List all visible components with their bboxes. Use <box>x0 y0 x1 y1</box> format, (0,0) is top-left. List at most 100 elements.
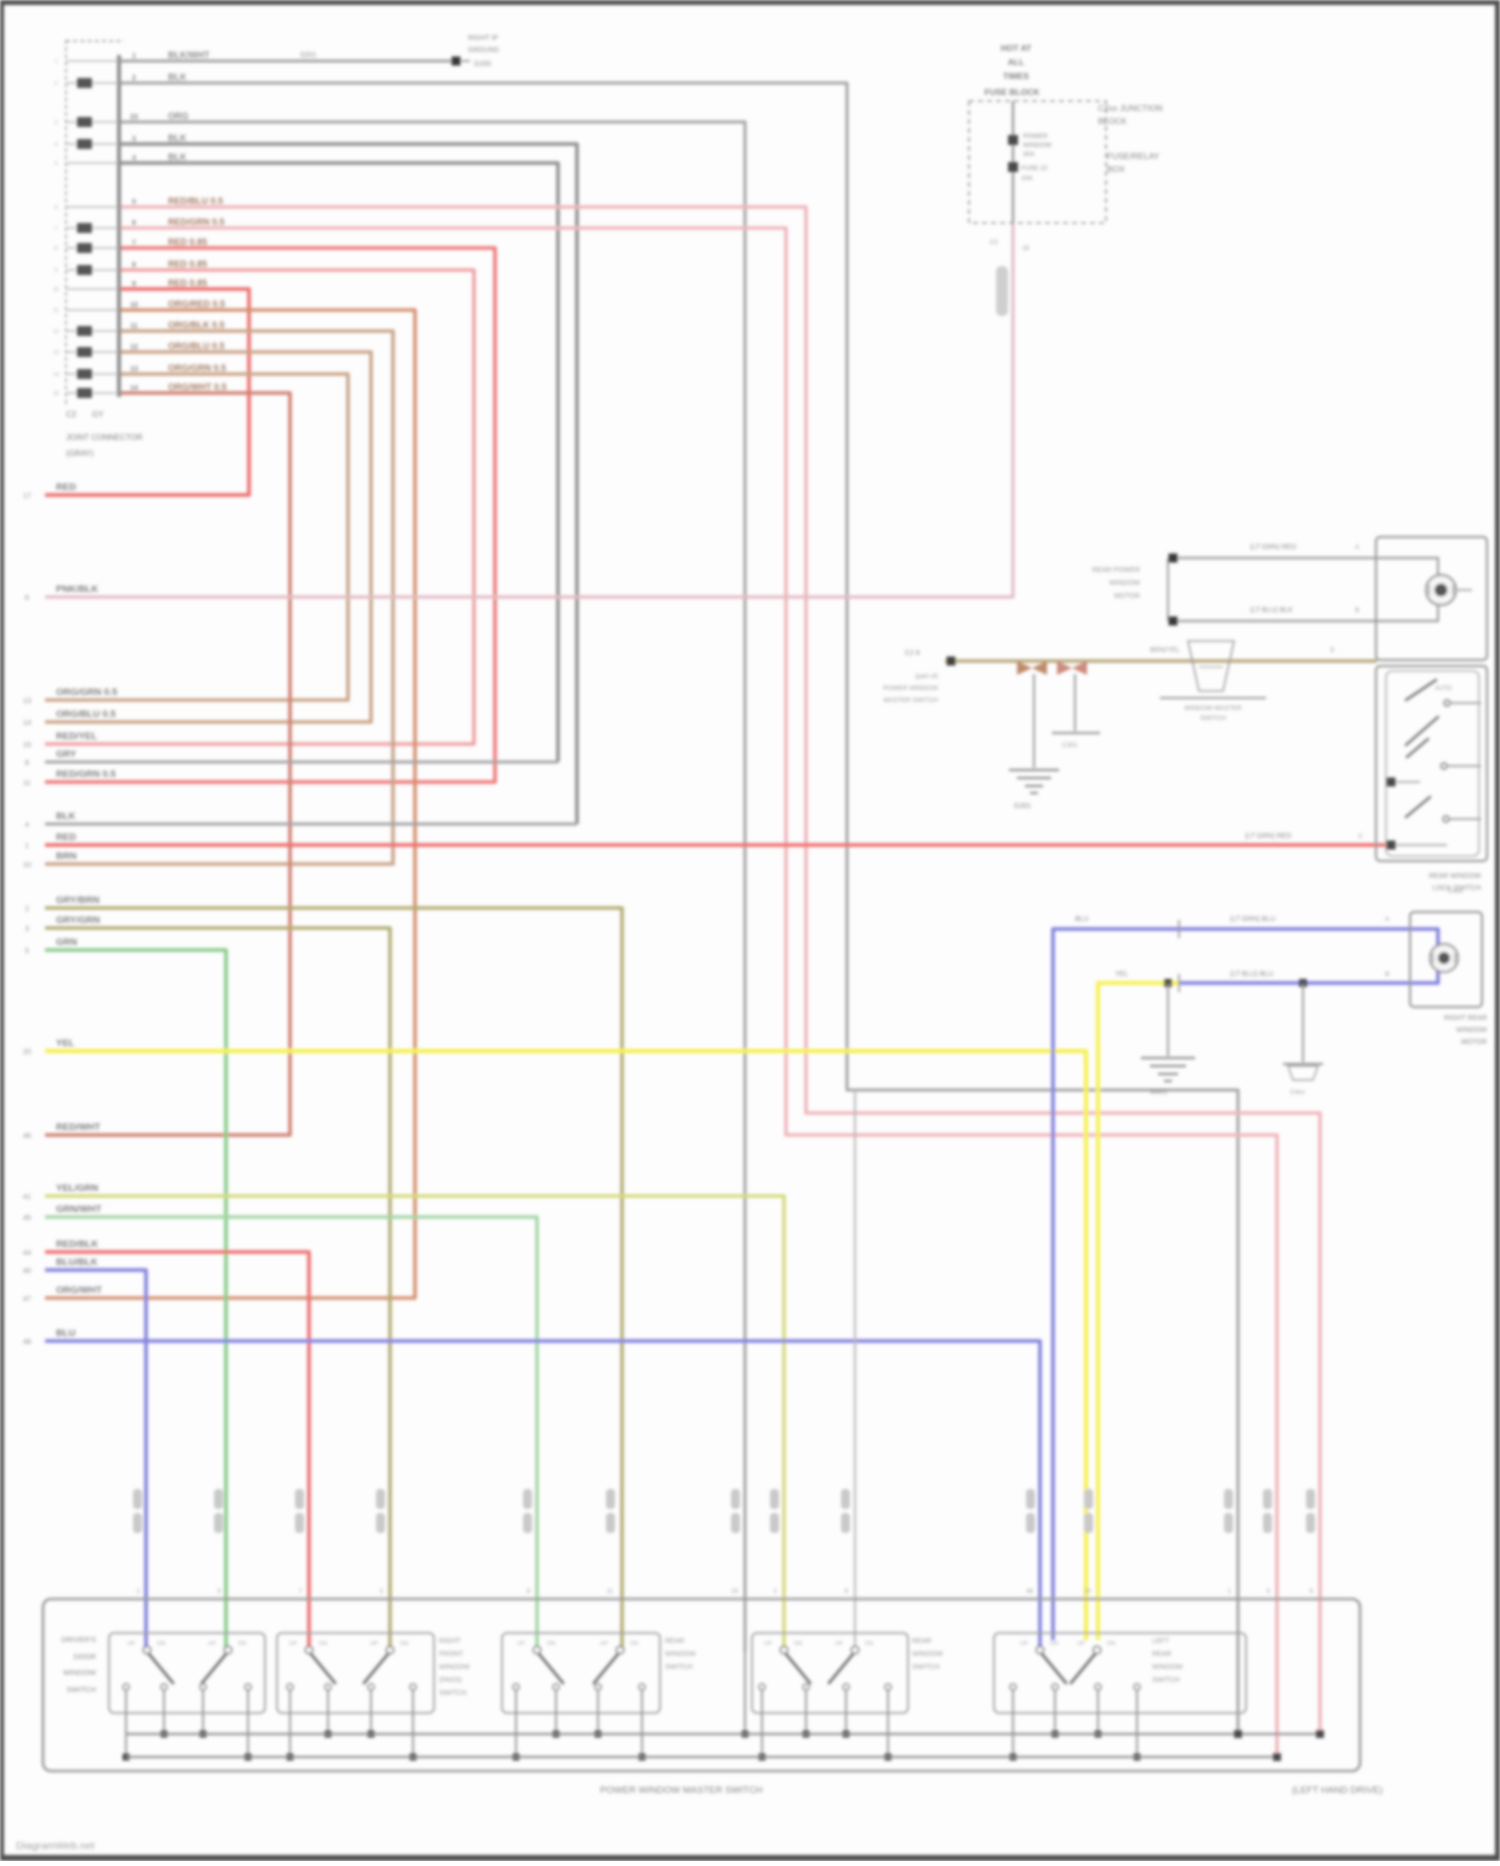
svg-text:RED 0.85: RED 0.85 <box>168 259 207 269</box>
svg-text:5: 5 <box>218 1589 222 1595</box>
svg-text:(GRAY): (GRAY) <box>66 449 94 458</box>
svg-text:RED/BLK: RED/BLK <box>56 1239 98 1250</box>
svg-text:(part of): (part of) <box>915 673 938 680</box>
svg-text:WINDOW: WINDOW <box>1109 580 1140 587</box>
svg-text:WINDOW MASTER: WINDOW MASTER <box>1184 705 1242 712</box>
svg-text:RED 0.85: RED 0.85 <box>168 278 207 288</box>
svg-text:SWITCH: SWITCH <box>912 1664 940 1671</box>
svg-text:G200: G200 <box>474 61 491 68</box>
svg-text:BLK: BLK <box>168 72 187 82</box>
svg-text:UP: UP <box>1077 1641 1085 1647</box>
svg-text:6: 6 <box>132 220 136 227</box>
svg-text:WINDOW: WINDOW <box>1152 1664 1183 1671</box>
svg-text:6: 6 <box>25 593 29 602</box>
svg-text:JOINT CONNECTOR: JOINT CONNECTOR <box>66 433 143 442</box>
svg-text:10: 10 <box>53 287 59 293</box>
svg-text:C: C <box>1358 833 1363 840</box>
svg-text:13: 13 <box>23 696 31 705</box>
svg-text:(LEFT HAND DRIVE): (LEFT HAND DRIVE) <box>1292 1785 1383 1796</box>
svg-text:DN: DN <box>547 1641 555 1647</box>
svg-text:C301: C301 <box>1062 742 1078 749</box>
svg-text:RED 0.85: RED 0.85 <box>168 237 207 247</box>
svg-text:BLU: BLU <box>1075 916 1089 923</box>
svg-text:B: B <box>1355 607 1359 614</box>
svg-text:C2xx JUNCTION: C2xx JUNCTION <box>1098 103 1163 113</box>
svg-text:RED/GRN 0.5: RED/GRN 0.5 <box>168 217 225 227</box>
svg-text:2: 2 <box>25 904 29 913</box>
svg-text:RIGHT IP: RIGHT IP <box>468 35 499 42</box>
svg-text:48: 48 <box>1026 1589 1033 1595</box>
svg-text:BRN: BRN <box>56 851 77 862</box>
svg-text:ALL: ALL <box>1008 57 1025 67</box>
svg-text:UP: UP <box>208 1641 216 1647</box>
svg-text:2: 2 <box>132 75 136 82</box>
svg-text:ORG/GRN 0.5: ORG/GRN 0.5 <box>56 687 118 698</box>
svg-text:3: 3 <box>1330 647 1334 654</box>
svg-text:LOCK SWITCH: LOCK SWITCH <box>1432 885 1481 892</box>
svg-text:RIGHT: RIGHT <box>439 1638 462 1645</box>
svg-text:9: 9 <box>527 1589 531 1595</box>
svg-text:BOX: BOX <box>1107 164 1125 174</box>
svg-text:HOT AT: HOT AT <box>1001 43 1032 53</box>
svg-text:41: 41 <box>23 1192 31 1201</box>
svg-text:MOTOR: MOTOR <box>1461 1039 1487 1046</box>
svg-text:UP: UP <box>764 1641 772 1647</box>
svg-text:3: 3 <box>25 924 29 933</box>
svg-text:UP: UP <box>1020 1641 1028 1647</box>
svg-text:DN: DN <box>157 1641 165 1647</box>
svg-text:GRN/WHT: GRN/WHT <box>56 1204 102 1215</box>
svg-text:UP: UP <box>370 1641 378 1647</box>
svg-text:12: 12 <box>130 344 138 351</box>
svg-text:UP: UP <box>835 1641 843 1647</box>
svg-text:DN: DN <box>1107 1641 1115 1647</box>
svg-text:48: 48 <box>23 1337 31 1346</box>
svg-text:WINDOW: WINDOW <box>63 1668 97 1677</box>
svg-text:1: 1 <box>25 841 29 850</box>
svg-text:1: 1 <box>132 53 136 60</box>
svg-text:2: 2 <box>137 1589 141 1595</box>
svg-text:DN: DN <box>1050 1641 1058 1647</box>
svg-text:SWITCH: SWITCH <box>1200 715 1226 722</box>
svg-text:FUSE/RELAY: FUSE/RELAY <box>1107 151 1160 161</box>
svg-text:DN: DN <box>865 1641 873 1647</box>
svg-text:C2 8: C2 8 <box>905 650 920 657</box>
svg-text:11: 11 <box>53 308 59 314</box>
svg-text:13: 13 <box>53 350 59 356</box>
svg-text:6: 6 <box>1310 1589 1314 1595</box>
svg-text:1: 1 <box>54 59 57 65</box>
svg-text:RED/BLU 0.5: RED/BLU 0.5 <box>168 196 223 206</box>
svg-text:RIGHT REAR: RIGHT REAR <box>1444 1015 1487 1022</box>
svg-text:GRN: GRN <box>56 937 77 948</box>
svg-text:(LT GRN) RED: (LT GRN) RED <box>1250 544 1296 551</box>
svg-text:7: 7 <box>299 1589 303 1595</box>
svg-text:MOTOR: MOTOR <box>1114 593 1140 600</box>
svg-text:SWITCH: SWITCH <box>1152 1677 1180 1684</box>
svg-text:A: A <box>1355 544 1360 551</box>
svg-text:4: 4 <box>25 820 29 829</box>
svg-text:11: 11 <box>23 778 31 787</box>
svg-text:RED/WHT: RED/WHT <box>56 1122 101 1133</box>
svg-text:15: 15 <box>23 740 31 749</box>
svg-text:AUTO: AUTO <box>1435 686 1452 692</box>
svg-text:YEL: YEL <box>1115 971 1128 978</box>
svg-text:2: 2 <box>54 81 57 87</box>
svg-text:ORG/RED 0.5: ORG/RED 0.5 <box>168 299 225 309</box>
svg-text:47: 47 <box>23 1294 31 1303</box>
svg-text:RED/GRN 0.5: RED/GRN 0.5 <box>56 769 116 780</box>
svg-text:12: 12 <box>53 329 59 335</box>
svg-text:BLU/BLK: BLU/BLK <box>56 1257 98 1268</box>
svg-text:8: 8 <box>845 1589 849 1595</box>
svg-text:16: 16 <box>1022 245 1030 252</box>
svg-text:3: 3 <box>132 136 136 143</box>
svg-text:8: 8 <box>132 262 136 269</box>
svg-text:REAR: REAR <box>1152 1651 1171 1658</box>
svg-text:DN: DN <box>238 1641 246 1647</box>
svg-text:REAR: REAR <box>665 1638 684 1645</box>
svg-text:WINDOW: WINDOW <box>1023 142 1052 149</box>
svg-text:(LT GRN) BLU: (LT GRN) BLU <box>1230 916 1275 923</box>
svg-text:13: 13 <box>130 366 138 373</box>
svg-text:WINDOW: WINDOW <box>665 1651 696 1658</box>
svg-text:5: 5 <box>1267 1589 1271 1595</box>
svg-text:5: 5 <box>25 946 29 955</box>
svg-text:C4xx: C4xx <box>1448 888 1464 895</box>
